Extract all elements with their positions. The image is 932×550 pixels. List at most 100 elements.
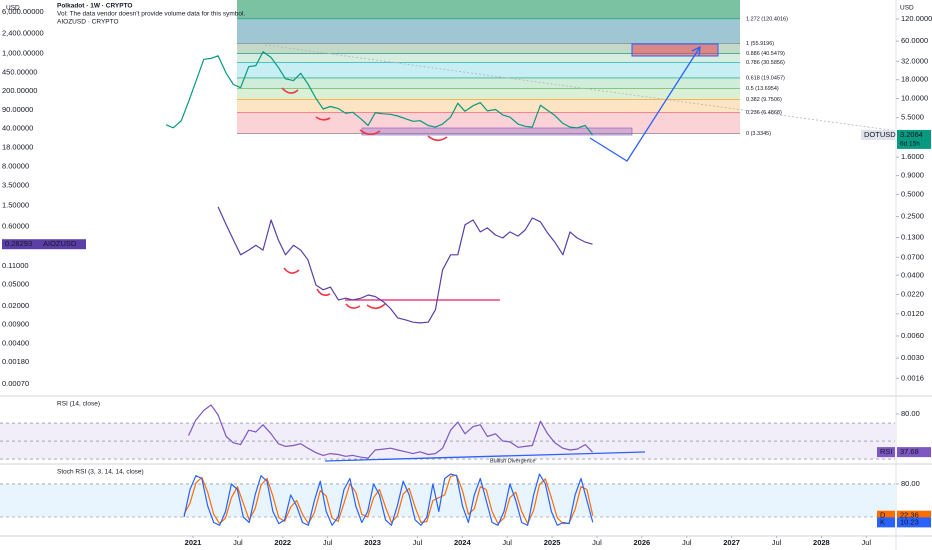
series-name: DOTUSD xyxy=(864,130,896,139)
y2-tick-label: 0.2500 xyxy=(901,212,924,221)
x-tick-label: Jul xyxy=(682,538,692,547)
overlay-title: AIOZUSD · CRYPTO xyxy=(57,19,119,26)
rsi-title: RSI (14, close) xyxy=(57,401,100,408)
arc xyxy=(315,116,331,121)
y2-tick-label: 0.0700 xyxy=(901,252,924,261)
y2-tick-label: 18.0000 xyxy=(901,75,928,84)
y-tick-label: 40.00000 xyxy=(2,124,33,133)
series-name-box xyxy=(877,447,895,458)
y2-tick-label: 5.5000 xyxy=(901,113,924,122)
divergence-line xyxy=(324,451,646,462)
fib-band xyxy=(237,18,740,44)
y-tick-label: 0.11000 xyxy=(2,261,29,270)
y2-tick-label: 0.5000 xyxy=(901,189,924,198)
last-value-box xyxy=(897,517,931,528)
y-tick-label: 200.00000 xyxy=(2,86,37,95)
fib-band xyxy=(237,88,740,100)
y2-tick-label: 10.0000 xyxy=(901,93,928,102)
y2-tick-label: 32.0000 xyxy=(901,56,928,65)
fib-label: 1 (55.9196) xyxy=(746,41,774,47)
x-tick-label: 2021 xyxy=(185,538,202,547)
y-tick-label: 0.00400 xyxy=(2,339,29,348)
arc xyxy=(345,303,361,309)
y2-tick-label: 0.0030 xyxy=(901,353,924,362)
last-value-box xyxy=(897,510,931,521)
underlay xyxy=(0,0,895,518)
y2-tick-label: 0.0220 xyxy=(901,289,924,298)
y2-tick-label: 120.0000 xyxy=(901,14,932,23)
last-value-label: 37.68 xyxy=(900,447,919,456)
series-line xyxy=(217,206,593,324)
y-tick-label: 0.05000 xyxy=(2,280,29,289)
y-tick-label: 0.00070 xyxy=(2,379,29,388)
pattern-marks xyxy=(281,87,448,310)
projection-arrow xyxy=(589,46,701,162)
arc xyxy=(316,288,331,296)
y-tick-label: 0.00180 xyxy=(2,357,29,366)
series-name: AIOZUSD xyxy=(43,239,77,248)
fib-band xyxy=(237,43,740,54)
y-tick-label: 1.50000 xyxy=(2,200,29,209)
fib-label: 0.886 (40.5479) xyxy=(746,51,785,57)
fib-label: 0.382 (9.7506) xyxy=(746,97,782,103)
y-tick-label: 0.60000 xyxy=(2,222,29,231)
y2-tick-label: 0.9000 xyxy=(901,171,924,180)
target-box xyxy=(631,43,719,57)
y2-axis-label: USD xyxy=(900,5,914,12)
overlay: 1.272 (120.4016) 1 (55.9196) 0.886 (40.547… xyxy=(2,7,932,547)
x-tick-label: Jul xyxy=(413,538,423,547)
fib-label: 0.236 (6.4868) xyxy=(746,110,782,116)
y2-tick-label: 0.0120 xyxy=(901,309,924,318)
fib-band xyxy=(237,62,740,78)
fib-label: 0.5 (13.6954) xyxy=(746,86,779,92)
series-name: RSI xyxy=(880,447,893,456)
stoch-title: Stoch RSI (3, 3, 14, 14, close) xyxy=(57,469,144,476)
fib-band xyxy=(237,112,740,134)
y-tick-label: 0.00900 xyxy=(2,320,29,329)
y-axis-label: USD xyxy=(6,5,20,12)
fib-band xyxy=(237,77,740,89)
last-value-label: 10.23 xyxy=(900,517,919,526)
last-value-label: 3.2064 xyxy=(900,130,923,139)
y-tick-label: 90.00000 xyxy=(2,105,33,114)
fib-label: 0.618 (19.0457) xyxy=(746,75,785,81)
x-tick-label: 2028 xyxy=(813,538,830,547)
countdown: 6d 15h xyxy=(900,141,920,148)
last-value-label: 22.36 xyxy=(900,511,919,520)
x-tick-label: 2025 xyxy=(544,538,561,547)
x-tick-label: 2026 xyxy=(634,538,651,547)
fib-band xyxy=(237,53,740,63)
y-tick-label: 1,000.00000 xyxy=(2,49,44,58)
chart-title: Polkadot · 1W · CRYPTO xyxy=(57,3,132,10)
y-tick-label: 0.02000 xyxy=(2,301,29,310)
last-value-label: 0.28293 xyxy=(5,239,32,248)
level-band xyxy=(0,483,895,518)
x-tick-label: 2027 xyxy=(723,538,740,547)
fib-band xyxy=(237,99,740,113)
x-tick-label: Jul xyxy=(861,538,871,547)
y2-tick-label: 0.0060 xyxy=(901,331,924,340)
series-name: D xyxy=(880,511,886,520)
series-name-box xyxy=(861,129,895,140)
series-line xyxy=(165,51,593,136)
arc xyxy=(366,303,386,310)
arc xyxy=(281,87,299,94)
y-tick-label: 450.00000 xyxy=(2,67,37,76)
y-tick-label: 18.00000 xyxy=(2,142,33,151)
x-tick-label: 2022 xyxy=(274,538,291,547)
x-tick-label: Jul xyxy=(772,538,782,547)
y-tick-label: 6,000.00000 xyxy=(2,7,44,16)
annotation: Bullish Divergence xyxy=(490,458,536,464)
trend-line xyxy=(264,44,891,131)
series-name-box xyxy=(40,239,86,250)
y2-tick-label: 80.00 xyxy=(901,479,920,488)
y-tick-label: 8.00000 xyxy=(2,161,29,170)
y-tick-label: 3.50000 xyxy=(2,181,29,190)
x-tick-label: 2024 xyxy=(454,538,472,547)
x-tick-label: Jul xyxy=(592,538,602,547)
series-name-box xyxy=(877,517,895,528)
x-tick-label: Jul xyxy=(233,538,243,547)
arrow-head xyxy=(691,45,701,57)
y2-tick-label: 0.1300 xyxy=(901,233,924,242)
